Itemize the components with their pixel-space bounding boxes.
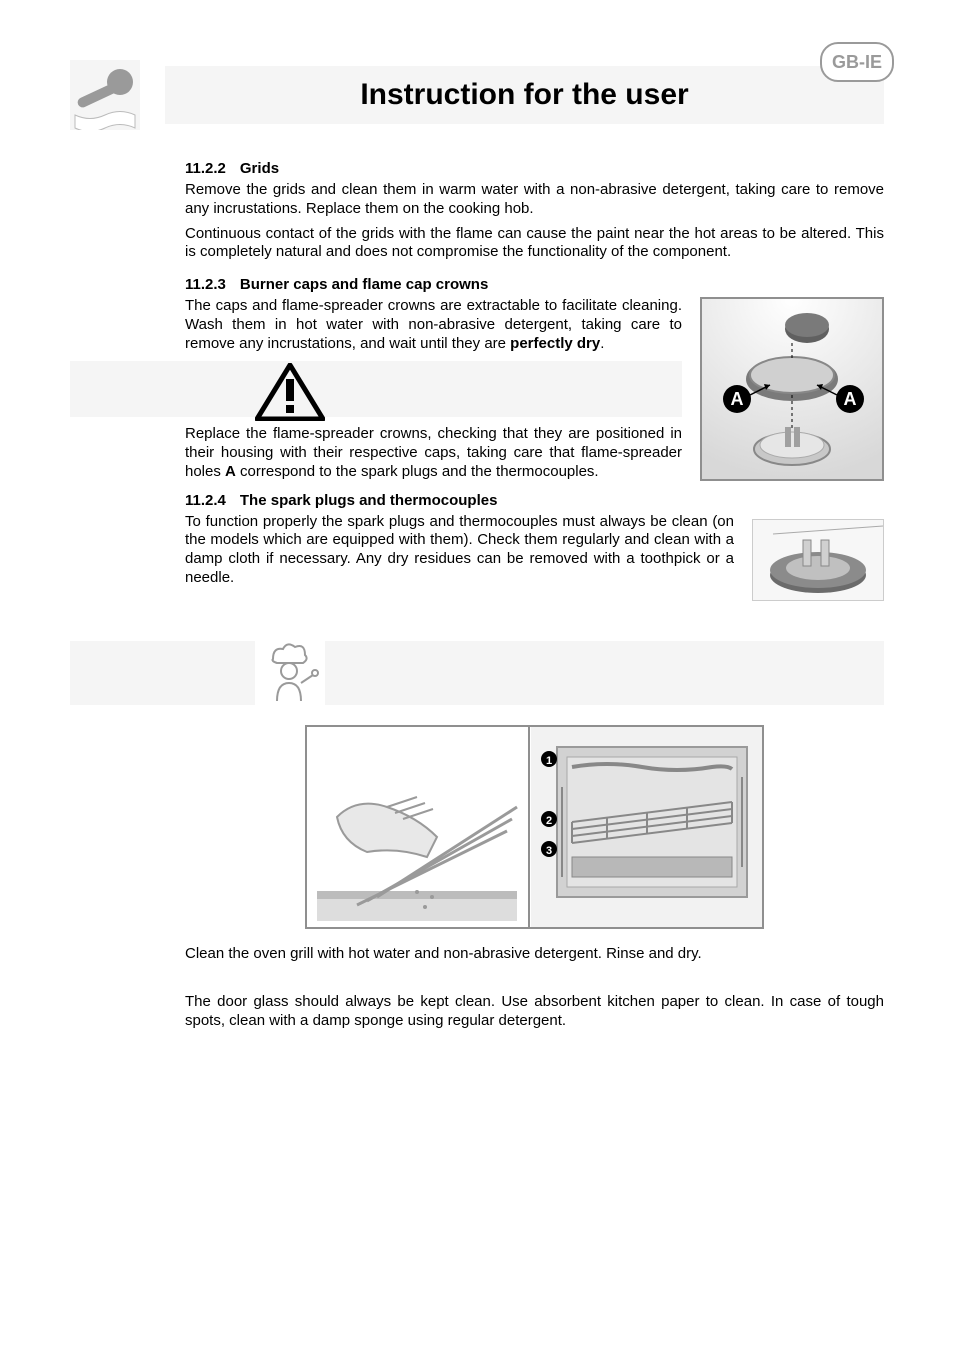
svg-text:1: 1 [546, 755, 552, 767]
header-title-bar: Instruction for the user [165, 66, 884, 124]
section-heading-grids: 11.2.2 Grids [185, 160, 884, 177]
content: 11.2.2 Grids Remove the grids and clean t… [185, 160, 884, 1031]
locale-badge: GB-IE [820, 42, 894, 82]
burner-diagram-icon: A A [700, 297, 884, 481]
section-number: 11.2.4 [185, 492, 226, 509]
section-heading-spark-plugs: 11.2.4 The spark plugs and thermocouples [185, 492, 884, 509]
text-run: correspond to the spark plugs and the th… [236, 463, 599, 480]
paragraph: Continuous contact of the grids with the… [185, 225, 884, 263]
warning-strip [70, 361, 682, 417]
paragraph: Clean the oven grill with hot water and … [185, 945, 884, 964]
header: Instruction for the user GB-IE [70, 60, 884, 130]
svg-text:A: A [731, 389, 744, 409]
section-title: The spark plugs and thermocouples [240, 492, 498, 509]
warning-icon [255, 363, 325, 421]
section-heading-burner-caps: 11.2.3 Burner caps and flame cap crowns [185, 276, 884, 293]
paragraph: To function properly the spark plugs and… [185, 513, 734, 588]
row-burner: The caps and flame-spreader crowns are e… [185, 297, 884, 488]
oven-diagram-icon: 1 2 3 [305, 725, 764, 929]
section-number: 11.2.3 [185, 276, 226, 293]
spoon-icon [70, 60, 140, 130]
paragraph: Replace the flame-spreader crowns, check… [185, 425, 682, 481]
svg-text:2: 2 [546, 815, 552, 827]
paragraph: The door glass should always be kept cle… [185, 993, 884, 1031]
spark-plug-diagram-icon [752, 519, 884, 601]
chef-icon [255, 641, 325, 705]
text-column: The caps and flame-spreader crowns are e… [185, 297, 682, 488]
section-title: Grids [240, 160, 279, 177]
section-title: Burner caps and flame cap crowns [240, 276, 488, 293]
text-run: The caps and flame-spreader crowns are e… [185, 297, 682, 352]
page-title: Instruction for the user [360, 78, 688, 112]
svg-text:A: A [844, 389, 857, 409]
row-spark: To function properly the spark plugs and… [185, 513, 884, 601]
section-number: 11.2.2 [185, 160, 226, 177]
page: Instruction for the user GB-IE 11.2.2 Gri… [0, 0, 954, 1350]
chef-strip [70, 641, 884, 705]
svg-text:3: 3 [546, 845, 552, 857]
text-column: To function properly the spark plugs and… [185, 513, 734, 594]
text-run: . [600, 335, 604, 352]
text-bold: A [225, 463, 236, 480]
text-bold: perfectly dry [510, 335, 600, 352]
paragraph: Remove the grids and clean them in warm … [185, 181, 884, 219]
paragraph: The caps and flame-spreader crowns are e… [185, 297, 682, 353]
